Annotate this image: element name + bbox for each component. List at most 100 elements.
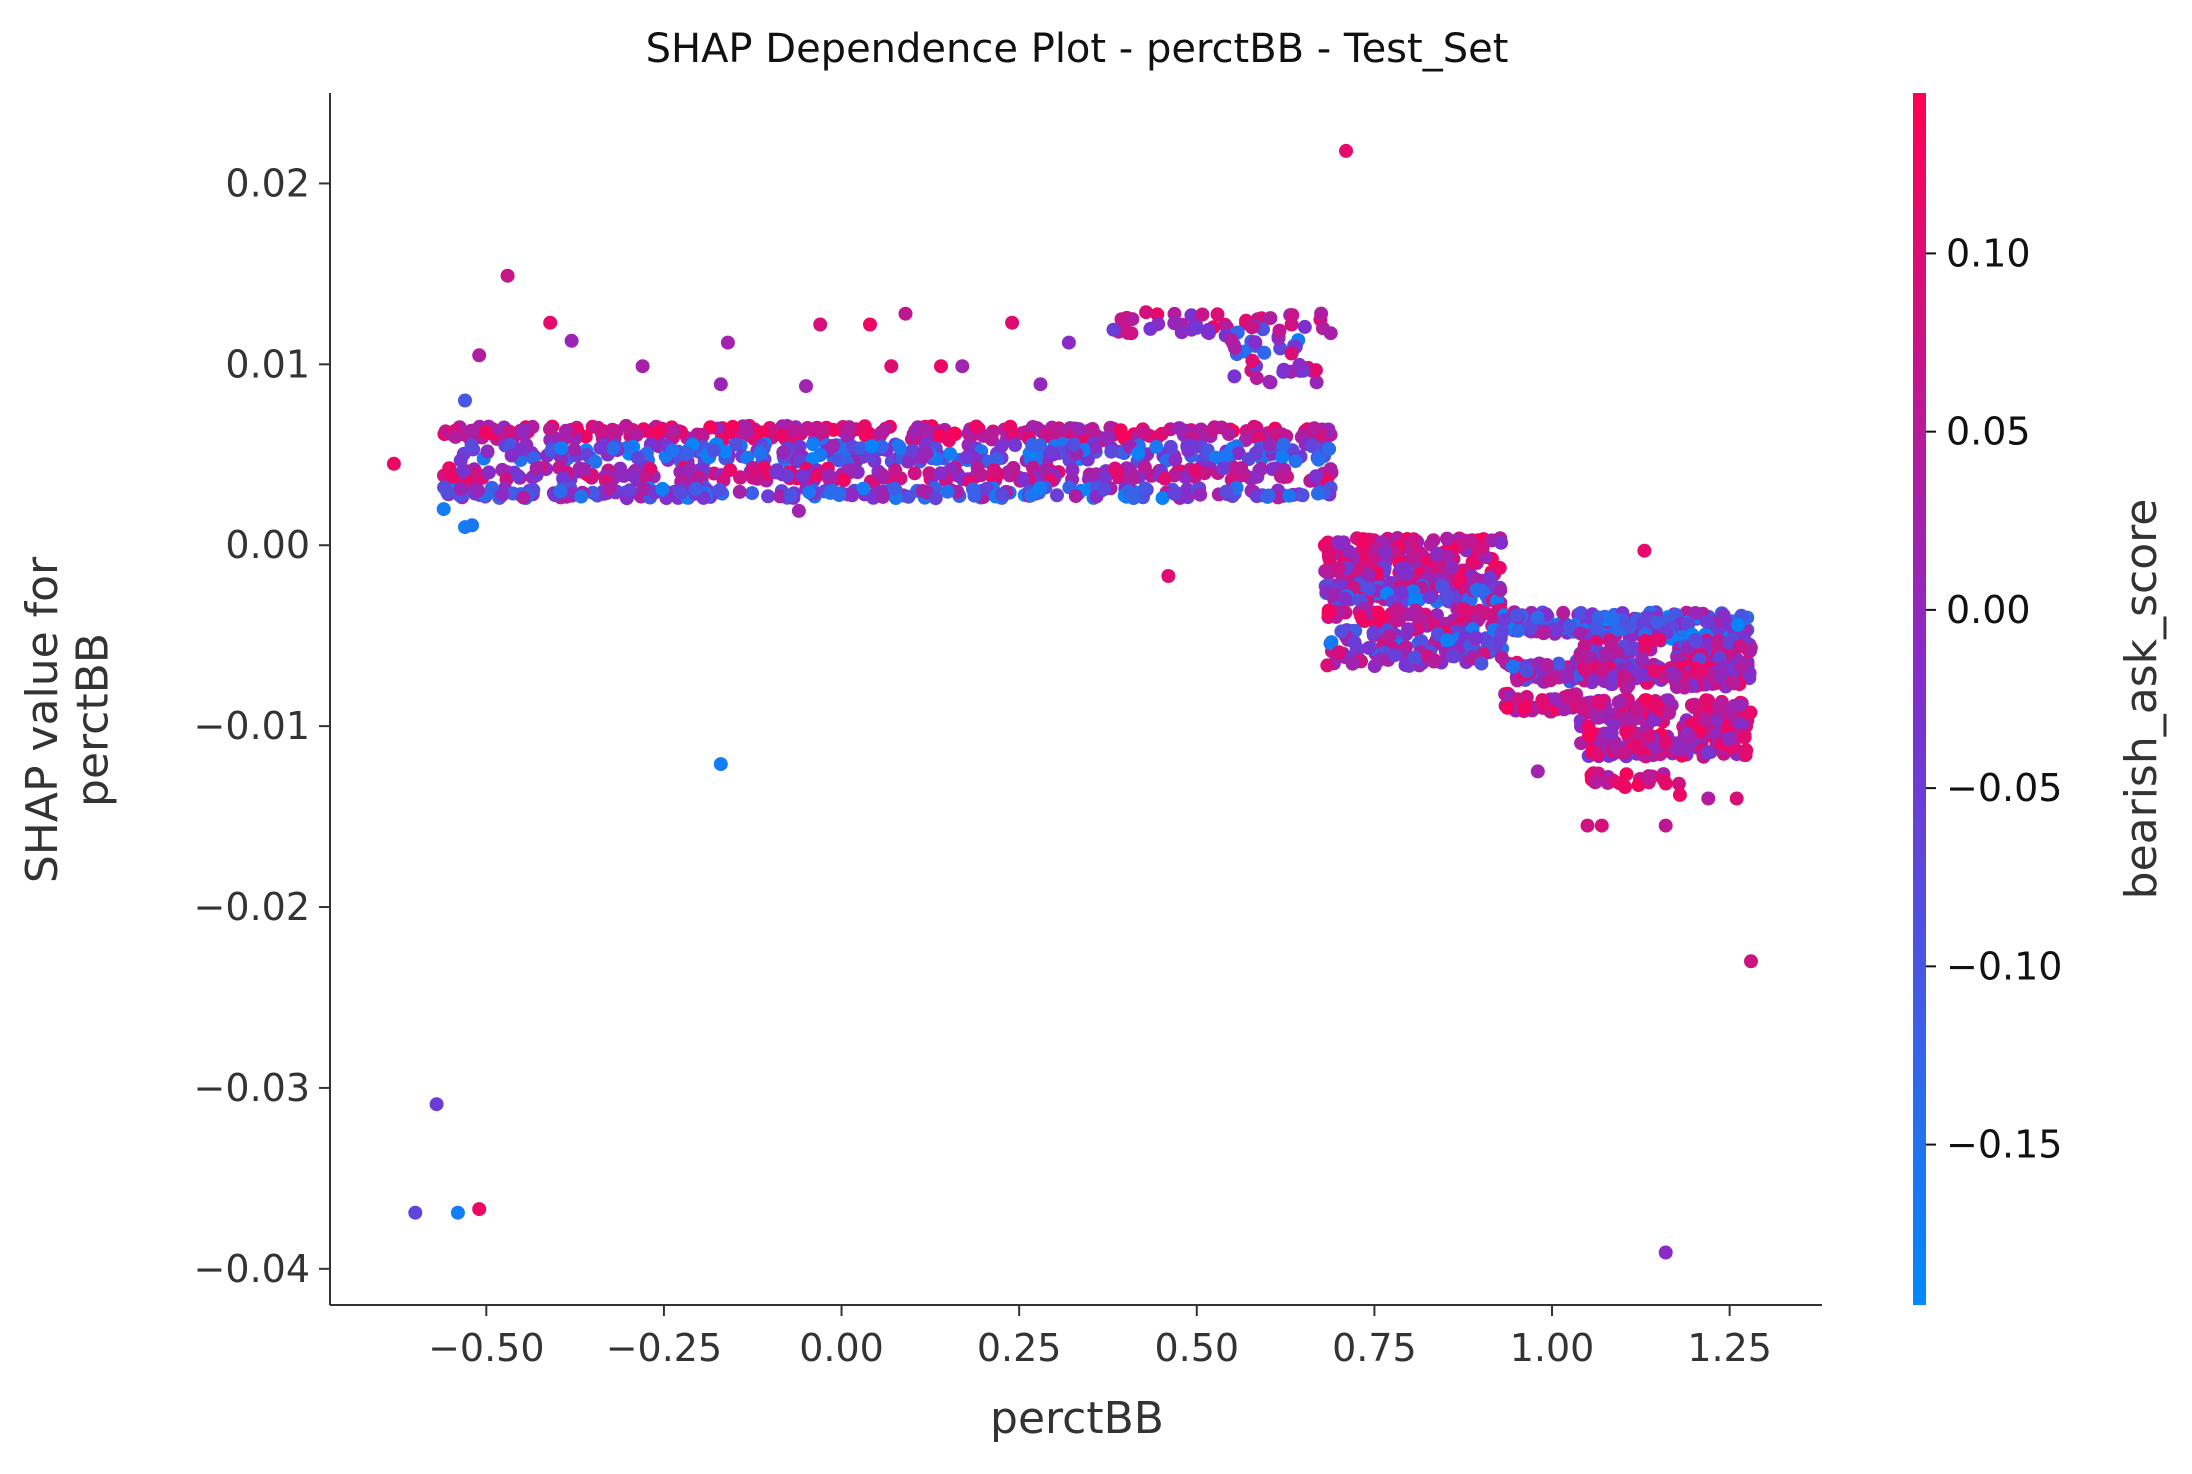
y-tick-label: −0.03 [194,1066,310,1110]
data-point [629,470,644,485]
data-point [554,441,569,456]
data-point [1295,488,1310,503]
data-point [1743,705,1758,720]
data-point [466,423,480,438]
chart-title: SHAP Dependence Plot - perctBB - Test_Se… [646,26,1509,72]
data-point [635,359,650,374]
data-point [1167,486,1182,501]
data-point [773,489,788,504]
data-point [1061,335,1076,350]
data-point [1440,548,1455,563]
data-point [1208,450,1223,465]
data-point [574,489,589,504]
data-point [1168,453,1183,467]
data-point [892,440,907,455]
data-point [655,481,670,496]
data-point [1677,680,1692,695]
data-point [1638,634,1653,648]
data-point [1161,569,1176,583]
y-tick-label: 0.02 [225,161,310,205]
data-point [1536,626,1551,641]
data-point [884,359,899,374]
data-point [1401,622,1416,637]
data-point [1698,712,1713,727]
data-point [959,450,974,465]
data-point [1234,461,1249,476]
data-point [1195,307,1210,322]
data-point [845,488,860,503]
data-point [1068,489,1083,504]
data-point [515,423,530,438]
data-point [740,424,755,439]
data-point [1710,638,1725,653]
data-point [1595,663,1610,677]
data-point [408,1205,423,1220]
data-point [1104,444,1119,459]
data-point [1245,353,1260,368]
data-point [455,464,470,479]
data-point [1405,549,1420,564]
data-point [1106,322,1121,337]
data-point [513,442,528,457]
data-point [928,491,943,506]
x-tick-label: −0.25 [606,1326,722,1370]
data-point [1324,635,1339,650]
data-point [1228,341,1242,355]
data-point [887,481,902,496]
data-point [1727,676,1742,691]
data-point [1180,482,1195,497]
data-point [1387,648,1402,663]
data-point [1292,357,1307,372]
data-point [680,446,695,461]
data-point [1143,321,1158,336]
data-point [1662,706,1676,721]
data-point [1699,693,1713,708]
data-point [875,467,889,482]
data-point [1700,745,1715,760]
data-point [1505,659,1520,674]
data-point [947,426,962,441]
data-point [1616,669,1631,684]
data-point [1314,306,1329,321]
data-point [780,468,795,483]
data-point [1320,658,1335,673]
data-point [1574,606,1588,620]
data-point [1248,335,1263,350]
y-tick-label: 0.01 [225,342,310,386]
data-point [638,470,653,485]
data-point [1708,714,1723,729]
data-point [1479,606,1493,621]
data-point [556,471,571,486]
data-point [1121,325,1135,340]
data-point [502,424,517,439]
data-point [754,425,769,440]
data-point [1681,617,1696,632]
data-point [593,440,608,455]
x-tick-label: 0.75 [1332,1326,1417,1370]
data-point [1469,630,1484,645]
data-point [1285,308,1300,323]
data-point [746,464,761,479]
data-point [386,456,401,471]
y-tick-label: −0.01 [194,704,310,748]
data-point [511,469,526,483]
data-point [1617,746,1632,761]
data-point [1744,954,1758,969]
data-point [1339,143,1353,158]
colorbar-label: bearish_ask_score [2116,499,2167,900]
data-point [1474,583,1489,598]
data-point [616,468,631,483]
data-point [1684,698,1699,713]
data-point [864,439,879,454]
data-point [832,488,847,502]
data-point [761,489,776,504]
data-point [1261,488,1276,503]
data-point [629,428,644,443]
x-tick-label: 1.00 [1510,1326,1595,1370]
data-point [1404,607,1419,622]
data-point [874,439,889,454]
data-point [1658,818,1673,833]
data-point [1519,664,1534,679]
data-point [950,484,965,499]
